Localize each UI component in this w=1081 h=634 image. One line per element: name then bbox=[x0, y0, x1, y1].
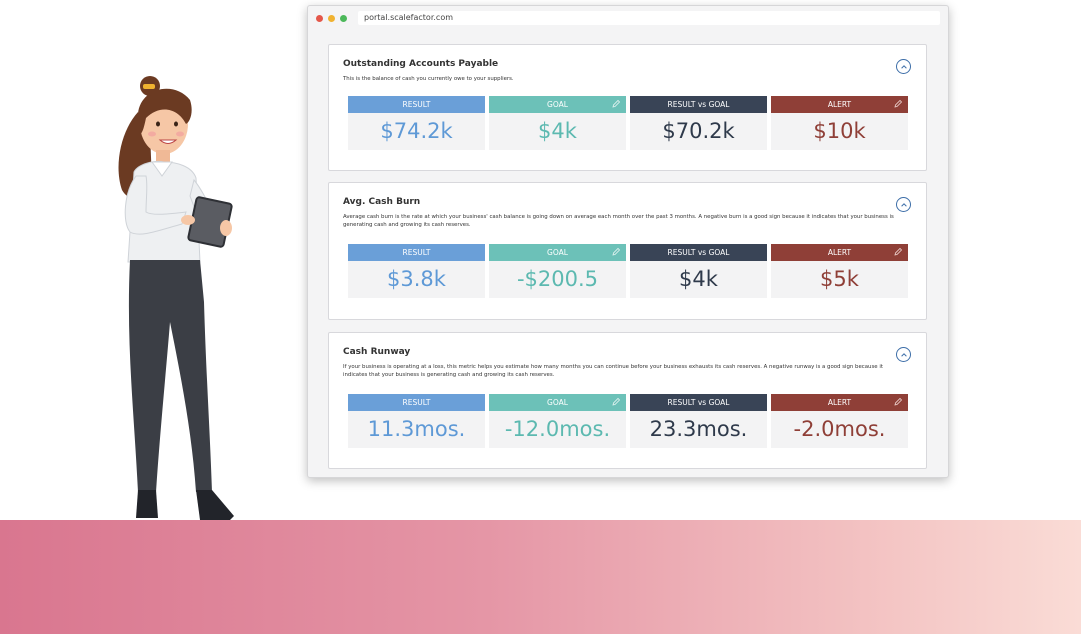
woman-illustration bbox=[118, 76, 234, 520]
tile-header-result-vs-goal: RESULT vs GOAL bbox=[630, 244, 767, 261]
tile-header-alert: ALERT bbox=[771, 244, 908, 261]
goal-value: $4k bbox=[538, 119, 577, 143]
result-tile: RESULT $3.8k bbox=[348, 244, 485, 298]
address-bar[interactable]: portal.scalefactor.com bbox=[358, 11, 940, 25]
tile-header-result: RESULT bbox=[348, 96, 485, 113]
card-description: This is the balance of cash you currentl… bbox=[343, 76, 514, 82]
alert-value: -2.0mos. bbox=[793, 417, 886, 441]
tile-header-result-vs-goal: RESULT vs GOAL bbox=[630, 394, 767, 411]
goal-tile: GOAL $4k bbox=[489, 96, 626, 150]
result-vs-goal-tile: RESULT vs GOAL $4k bbox=[630, 244, 767, 298]
pencil-edit-icon[interactable] bbox=[611, 247, 621, 257]
collapse-chevron-up-icon[interactable] bbox=[896, 197, 911, 212]
browser-window: portal.scalefactor.com Outstanding Accou… bbox=[307, 5, 949, 478]
pencil-edit-icon[interactable] bbox=[893, 397, 903, 407]
pencil-edit-icon[interactable] bbox=[611, 99, 621, 109]
collapse-chevron-up-icon[interactable] bbox=[896, 59, 911, 74]
tile-header-result-vs-goal: RESULT vs GOAL bbox=[630, 96, 767, 113]
result-tile: RESULT 11.3mos. bbox=[348, 394, 485, 448]
metric-card-avg-cash-burn: Avg. Cash Burn Average cash burn is the … bbox=[328, 182, 927, 320]
tile-header-label: GOAL bbox=[547, 100, 568, 109]
card-title: Avg. Cash Burn bbox=[343, 197, 421, 207]
window-minimize-icon[interactable] bbox=[328, 14, 335, 22]
card-title: Cash Runway bbox=[343, 347, 411, 357]
card-title: Outstanding Accounts Payable bbox=[343, 59, 499, 69]
collapse-chevron-up-icon[interactable] bbox=[896, 347, 911, 362]
result-vs-goal-value: 23.3mos. bbox=[649, 417, 748, 441]
tile-header-label: ALERT bbox=[827, 398, 852, 407]
pencil-edit-icon[interactable] bbox=[893, 99, 903, 109]
floor-banner bbox=[0, 520, 1081, 634]
tile-header-result: RESULT bbox=[348, 394, 485, 411]
pencil-edit-icon[interactable] bbox=[893, 247, 903, 257]
alert-tile: ALERT $5k bbox=[771, 244, 908, 298]
goal-value: -12.0mos. bbox=[504, 417, 611, 441]
alert-value: $10k bbox=[813, 119, 866, 143]
goal-tile: GOAL -$200.5 bbox=[489, 244, 626, 298]
tile-header-alert: ALERT bbox=[771, 96, 908, 113]
result-value: 11.3mos. bbox=[367, 417, 466, 441]
tile-header-label: GOAL bbox=[547, 248, 568, 257]
result-tile: RESULT $74.2k bbox=[348, 96, 485, 150]
tile-header-goal: GOAL bbox=[489, 244, 626, 261]
card-description: Average cash burn is the rate at which y… bbox=[343, 214, 894, 228]
metric-tiles: RESULT $3.8k GOAL -$200.5 RESULT vs GOAL… bbox=[348, 244, 908, 298]
result-vs-goal-tile: RESULT vs GOAL 23.3mos. bbox=[630, 394, 767, 448]
result-value: $3.8k bbox=[387, 267, 446, 291]
tile-header-goal: GOAL bbox=[489, 394, 626, 411]
result-vs-goal-tile: RESULT vs GOAL $70.2k bbox=[630, 96, 767, 150]
metric-card-cash-runway: Cash Runway If your business is operatin… bbox=[328, 332, 927, 469]
pencil-edit-icon[interactable] bbox=[611, 397, 621, 407]
result-vs-goal-value: $4k bbox=[679, 267, 718, 291]
result-vs-goal-value: $70.2k bbox=[662, 119, 735, 143]
tile-header-alert: ALERT bbox=[771, 394, 908, 411]
tile-header-label: ALERT bbox=[827, 248, 852, 257]
goal-tile: GOAL -12.0mos. bbox=[489, 394, 626, 448]
metric-tiles: RESULT 11.3mos. GOAL -12.0mos. RESULT vs… bbox=[348, 394, 908, 448]
metric-card-outstanding-accounts-payable: Outstanding Accounts Payable This is the… bbox=[328, 44, 927, 171]
goal-value: -$200.5 bbox=[516, 267, 599, 291]
tile-header-goal: GOAL bbox=[489, 96, 626, 113]
result-value: $74.2k bbox=[380, 119, 453, 143]
tile-header-result: RESULT bbox=[348, 244, 485, 261]
alert-value: $5k bbox=[820, 267, 859, 291]
card-description: If your business is operating at a loss,… bbox=[343, 364, 883, 378]
metric-tiles: RESULT $74.2k GOAL $4k RESULT vs GOAL $7… bbox=[348, 96, 908, 150]
browser-toolbar: portal.scalefactor.com bbox=[308, 6, 948, 30]
alert-tile: ALERT -2.0mos. bbox=[771, 394, 908, 448]
alert-tile: ALERT $10k bbox=[771, 96, 908, 150]
window-maximize-icon[interactable] bbox=[340, 14, 347, 22]
tile-header-label: ALERT bbox=[827, 100, 852, 109]
window-close-icon[interactable] bbox=[316, 14, 323, 22]
tile-header-label: GOAL bbox=[547, 398, 568, 407]
